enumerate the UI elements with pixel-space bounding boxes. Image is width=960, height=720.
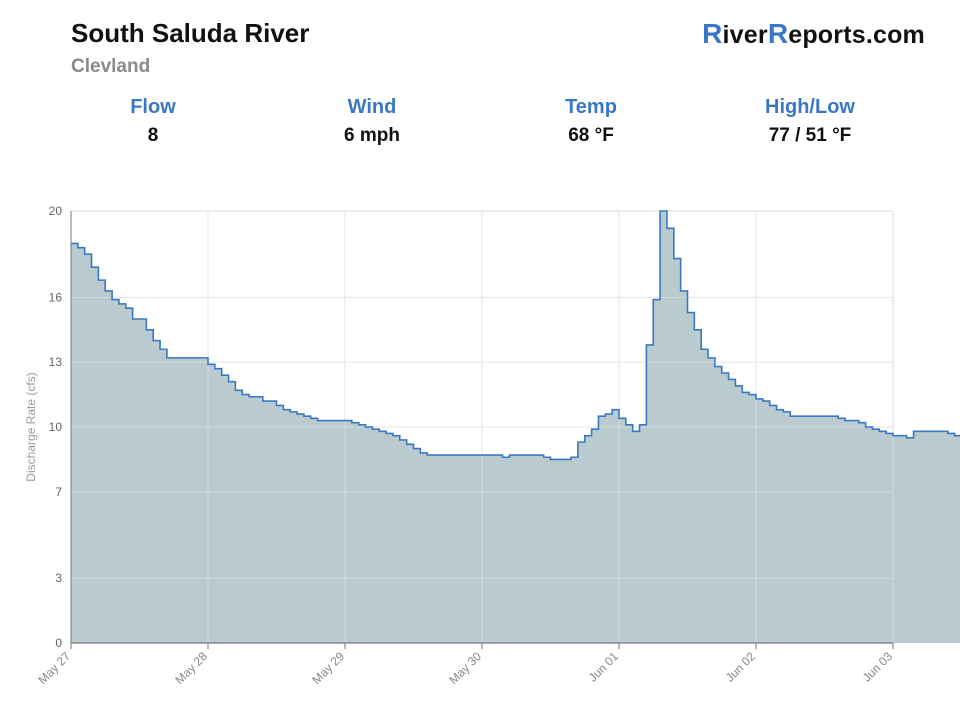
x-tick-label: Jun 01: [586, 649, 622, 685]
x-tick-label: May 27: [35, 649, 73, 687]
x-tick-label: May 28: [172, 649, 210, 687]
stat-temp: Temp 68 °F: [491, 96, 691, 147]
series-line: [71, 210, 960, 461]
page-subtitle: Clevland: [71, 56, 151, 77]
y-tick-label: 20: [49, 204, 63, 218]
y-axis-label: Discharge Rate (cfs): [24, 372, 38, 481]
stat-wind: Wind 6 mph: [272, 96, 472, 147]
y-tick-label: 13: [49, 355, 63, 369]
page-title: South Saluda River: [71, 18, 310, 48]
y-tick-label: 10: [49, 420, 63, 434]
stat-label: Flow: [130, 96, 176, 118]
brand-text: iver: [722, 21, 768, 49]
stat-value: 6 mph: [344, 125, 400, 146]
x-tick-label: Jun 03: [860, 649, 896, 685]
discharge-chart: 0 3 7 10 13 16 20 May 27 May 28 May 29 May 30 Jun 0…: [24, 204, 960, 687]
stat-label: High/Low: [765, 96, 855, 118]
x-tick-label: May 30: [446, 649, 484, 687]
y-tick-label: 0: [55, 636, 62, 650]
series-area: [71, 211, 960, 643]
brand-logo[interactable]: RiverReports.com: [702, 18, 925, 50]
y-tick-label: 16: [49, 290, 63, 304]
stat-label: Wind: [347, 96, 397, 118]
stat-value: 77 / 51 °F: [768, 125, 852, 146]
stat-high-low: High/Low 77 / 51 °F: [710, 96, 910, 147]
stat-label: Temp: [565, 96, 617, 118]
stats-bar: Flow 8 Wind 6 mph Temp 68 °F High/Low 77…: [0, 96, 960, 156]
y-tick-label: 3: [55, 571, 62, 585]
stat-value: 68 °F: [568, 125, 614, 146]
stat-value: 8: [147, 125, 159, 146]
brand-text: eports.com: [788, 21, 925, 49]
x-tick-label: May 29: [309, 649, 347, 687]
x-tick-label: Jun 02: [723, 649, 759, 685]
stat-flow: Flow 8: [53, 96, 253, 147]
y-tick-label: 7: [55, 485, 62, 499]
brand-letter: R: [767, 18, 789, 49]
brand-letter: R: [702, 18, 723, 49]
